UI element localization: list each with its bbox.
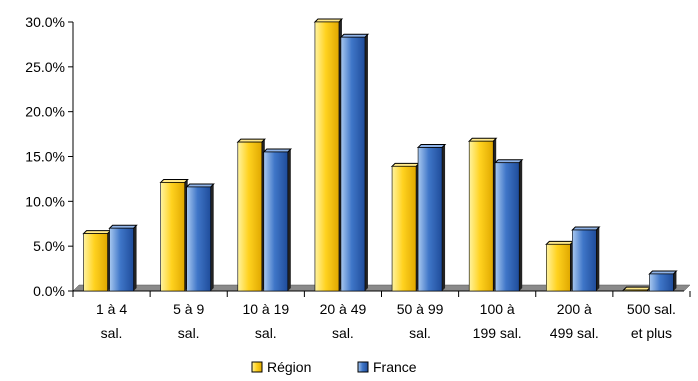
x-category-label: 50 à 99 sal. xyxy=(397,301,444,341)
bar-side xyxy=(210,183,214,291)
x-category-label: 100 à 199 sal. xyxy=(473,301,522,341)
bar-front xyxy=(263,151,289,292)
bar-front xyxy=(160,182,185,292)
bar-france-6 xyxy=(571,226,601,292)
y-tick-label: 5.0% xyxy=(33,238,65,254)
bar-top xyxy=(493,159,524,164)
bar-side xyxy=(364,34,368,291)
bar-side xyxy=(442,144,446,291)
bar-front xyxy=(83,233,108,292)
bar-rgion-2 xyxy=(236,138,267,292)
bar-rgion-1 xyxy=(159,179,189,292)
bar-top xyxy=(185,183,215,188)
bar-front xyxy=(572,229,597,292)
bar-rgion-0 xyxy=(82,230,112,292)
bar-front xyxy=(186,186,211,292)
bar-top xyxy=(622,286,652,291)
bar-front xyxy=(649,273,674,292)
x-category-label: 500 sal. et plus xyxy=(627,301,676,341)
bar-top xyxy=(236,138,267,143)
bar-top xyxy=(571,226,601,231)
bar-top xyxy=(390,162,421,167)
bar-france-7 xyxy=(648,270,678,292)
bar-france-1 xyxy=(185,183,215,292)
y-tick-label: 25.0% xyxy=(25,59,65,75)
bar-top xyxy=(545,240,575,245)
bar-front xyxy=(546,244,571,292)
y-tick-label: 20.0% xyxy=(25,104,65,120)
x-category-label: 1 à 4 sal. xyxy=(96,301,127,341)
bar-front xyxy=(237,141,263,292)
bar-rgion-3 xyxy=(313,18,344,292)
bar-top xyxy=(108,224,138,229)
bar-rgion-6 xyxy=(545,240,575,292)
bar-side xyxy=(287,149,291,291)
bar-front xyxy=(468,140,494,292)
bar-france-2 xyxy=(262,148,293,292)
bar-front xyxy=(340,36,366,292)
bar-front xyxy=(109,227,134,292)
bar-side xyxy=(133,225,137,291)
bar-france-5 xyxy=(493,159,524,292)
bar-side xyxy=(673,270,677,291)
chart-bars xyxy=(82,18,678,292)
bar-top xyxy=(262,148,293,153)
x-category-label: 20 à 49 sal. xyxy=(320,301,367,341)
bar-rgion-4 xyxy=(390,162,421,292)
legend-swatch-1 xyxy=(357,361,369,373)
bar-front xyxy=(623,289,648,292)
bar-france-0 xyxy=(108,224,138,292)
bar-rgion-5 xyxy=(467,137,498,292)
bar-rgion-7 xyxy=(622,286,652,292)
bar-side xyxy=(596,227,600,291)
x-category-label: 200 à 499 sal. xyxy=(550,301,599,341)
y-tick-label: 10.0% xyxy=(25,193,65,209)
bar-top xyxy=(159,179,189,184)
y-tick-label: 0.0% xyxy=(33,283,65,299)
bar-top xyxy=(82,230,112,235)
bar-front xyxy=(391,166,417,292)
bar-france-4 xyxy=(416,144,447,292)
x-category-label: 5 à 9 sal. xyxy=(173,301,204,341)
y-tick-label: 30.0% xyxy=(25,14,65,30)
bar-top xyxy=(648,270,678,275)
y-tick-label: 15.0% xyxy=(25,149,65,165)
legend-label-0: Région xyxy=(267,359,311,375)
bar-top xyxy=(467,137,498,142)
chart-labels: 0.0% 5.0% 10.0% 15.0% 20.0% 25.0% 30.0% 1 à 4 sa… xyxy=(25,14,676,341)
bar-front xyxy=(314,21,340,292)
legend-swatch-0 xyxy=(251,361,263,373)
bar-front xyxy=(494,162,520,292)
x-category-label: 10 à 19 sal. xyxy=(242,301,289,341)
bar-front xyxy=(417,147,443,292)
chart-legend: Région France xyxy=(251,359,417,375)
bar-top xyxy=(339,33,370,38)
bar-side xyxy=(519,159,523,291)
bar-france-3 xyxy=(339,33,370,292)
legend-label-1: France xyxy=(373,359,417,375)
bar-top xyxy=(313,18,344,23)
bar-top xyxy=(416,144,447,149)
